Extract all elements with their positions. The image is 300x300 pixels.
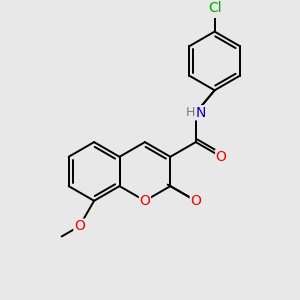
Text: O: O bbox=[216, 150, 226, 164]
Text: O: O bbox=[190, 194, 201, 208]
Text: H: H bbox=[185, 106, 195, 119]
Text: O: O bbox=[140, 194, 150, 208]
Text: O: O bbox=[74, 219, 85, 233]
Text: N: N bbox=[196, 106, 206, 120]
Text: Cl: Cl bbox=[208, 1, 221, 15]
